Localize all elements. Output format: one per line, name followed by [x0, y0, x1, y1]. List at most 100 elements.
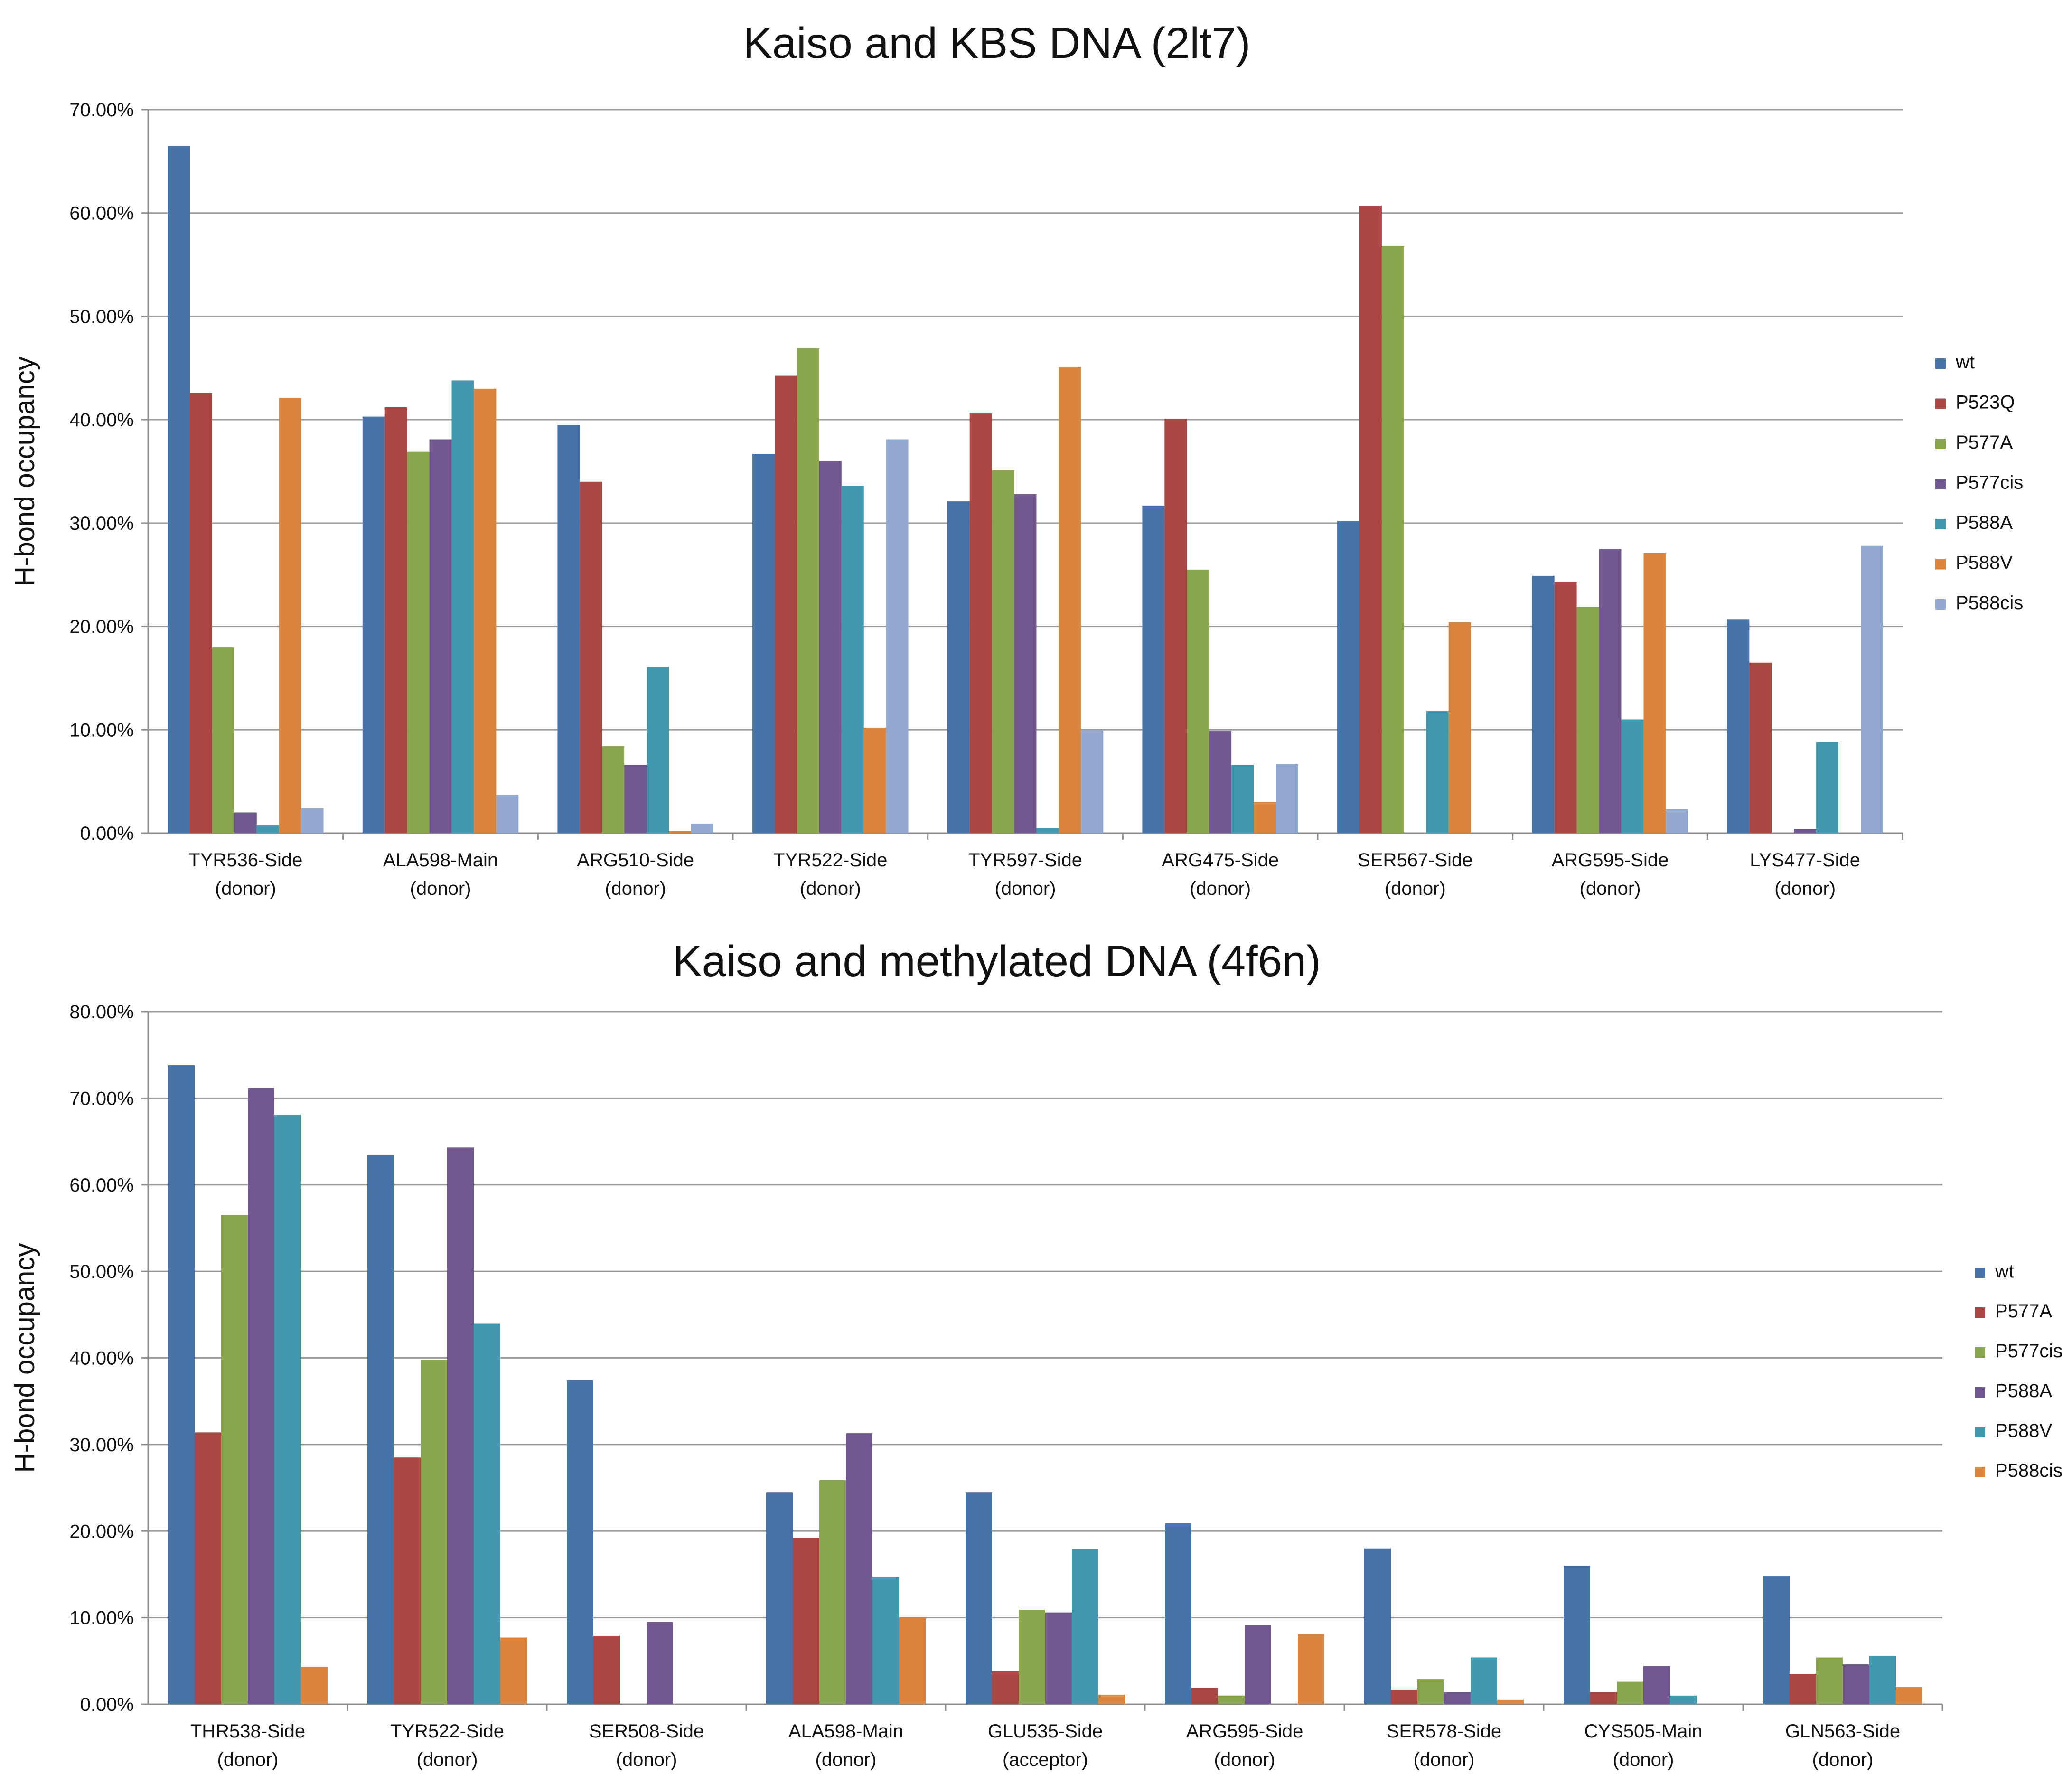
x-tick-label: TYR536-Side	[188, 850, 302, 871]
bar-P588cis-tyr597-side	[1081, 730, 1104, 833]
y-tick-label: 30.00%	[69, 1435, 134, 1455]
bar-P577cis-glu535-side	[1019, 1610, 1045, 1704]
y-tick-label: 40.00%	[69, 410, 134, 431]
bar-P588cis-tyr522-side	[500, 1637, 527, 1704]
legend-label: P588cis	[1995, 1460, 2063, 1481]
legend-label: P577cis	[1956, 472, 2023, 493]
y-tick-label: 70.00%	[69, 1088, 134, 1109]
legend: wt P523Q P577A P577cis P588A P588V P588cis	[1935, 352, 2023, 613]
x-tick-sublabel: (donor)	[417, 1749, 478, 1770]
bar-P588V-tyr597-side	[1059, 367, 1081, 833]
bar-P577cis-arg595-side	[1218, 1695, 1245, 1704]
legend-label: wt	[1995, 1261, 2014, 1282]
legend-swatch-P588A	[1975, 1387, 1985, 1398]
x-tick-label: ARG475-Side	[1162, 850, 1279, 871]
bar-P577cis-cys505-main	[1617, 1681, 1643, 1704]
y-tick-label: 0.00%	[80, 823, 134, 844]
bar-P523Q-arg510-side	[580, 481, 602, 833]
bar-P588V-ala598-main	[474, 388, 497, 833]
chart-1: Kaiso and KBS DNA (2lt7) 0.00% 10.00% 20.00…	[9, 19, 2023, 899]
bar-P588A-lys477-side	[1816, 742, 1839, 833]
bar-P588A-arg475-side	[1231, 765, 1254, 833]
bar-P588A-ser578-side	[1444, 1692, 1471, 1704]
legend-label: P588V	[1956, 553, 2013, 573]
bar-P577cis-gln563-side	[1816, 1657, 1843, 1704]
x-tick-label: SER508-Side	[589, 1721, 704, 1742]
bar-P577A-gln563-side	[1790, 1674, 1816, 1704]
bar-P577A-ser567-side	[1381, 246, 1404, 834]
bar-wt-glu535-side	[966, 1492, 992, 1704]
bar-wt-arg475-side	[1142, 505, 1165, 833]
bar-P577cis-arg510-side	[624, 765, 647, 833]
bar-P577A-cys505-main	[1590, 1692, 1617, 1704]
bar-P577A-tyr536-side	[212, 647, 234, 833]
legend-label: P588A	[1956, 512, 2013, 533]
x-tick-sublabel: (donor)	[1613, 1749, 1674, 1770]
bar-P588V-ser578-side	[1471, 1657, 1497, 1704]
bar-P588cis-arg475-side	[1276, 764, 1298, 833]
bar-wt-gln563-side	[1763, 1576, 1790, 1704]
legend-label: P588V	[1995, 1420, 2052, 1441]
bar-P588cis-ala598-main	[496, 795, 519, 833]
bar-wt-ala598-main	[766, 1492, 793, 1704]
bar-P577cis-ala598-main	[429, 439, 452, 833]
bar-P588V-cys505-main	[1670, 1695, 1697, 1704]
bar-wt-cys505-main	[1564, 1566, 1590, 1704]
bar-P577A-glu535-side	[992, 1671, 1019, 1704]
bar-P588V-ala598-main	[872, 1577, 899, 1704]
bar-P577A-tyr597-side	[992, 470, 1014, 833]
bar-P588cis-tyr536-side	[301, 808, 324, 833]
legend-swatch-P577A	[1975, 1307, 1985, 1318]
legend-swatch-P588V	[1935, 559, 1946, 570]
bar-P588V-arg475-side	[1254, 802, 1276, 833]
legend-label: P577A	[1956, 432, 2013, 453]
x-tick-sublabel: (donor)	[995, 878, 1056, 899]
bar-P577A-ala598-main	[407, 451, 430, 833]
bar-P588A-arg595-side	[1245, 1625, 1271, 1704]
legend-swatch-wt	[1975, 1268, 1985, 1278]
chart-title: Kaiso and KBS DNA (2lt7)	[743, 19, 1251, 67]
bar-wt-ser578-side	[1364, 1548, 1391, 1704]
y-tick-label: 30.00%	[69, 513, 134, 534]
bar-P577A-tyr522-side	[797, 348, 819, 833]
bar-P588cis-glu535-side	[1098, 1694, 1125, 1704]
legend-label: P588A	[1995, 1380, 2052, 1401]
bar-P577A-ser578-side	[1391, 1689, 1417, 1704]
bar-P588cis-gln563-side	[1896, 1687, 1922, 1704]
bar-P577cis-arg595-side	[1599, 549, 1622, 833]
bar-P523Q-tyr522-side	[775, 375, 797, 833]
bar-P588cis-thr538-side	[301, 1667, 328, 1704]
bar-P588V-arg510-side	[669, 831, 691, 833]
x-tick-sublabel: (donor)	[217, 1749, 279, 1770]
x-tick-sublabel: (donor)	[1414, 1749, 1475, 1770]
legend-swatch-wt	[1935, 358, 1946, 369]
bar-wt-tyr522-side	[367, 1154, 394, 1704]
x-tick-sublabel: (donor)	[1812, 1749, 1874, 1770]
bar-P588cis-tyr522-side	[886, 439, 909, 833]
x-tick-sublabel: (donor)	[816, 1749, 877, 1770]
bar-P577cis-tyr522-side	[819, 461, 842, 833]
bar-P523Q-tyr536-side	[190, 393, 212, 833]
bar-P577cis-tyr597-side	[1014, 494, 1037, 833]
x-tick-label: LYS477-Side	[1750, 850, 1860, 871]
bar-P577cis-lys477-side	[1794, 829, 1817, 833]
bar-P588V-tyr522-side	[474, 1323, 500, 1704]
bar-P588A-tyr522-side	[447, 1147, 474, 1704]
bar-P588A-cys505-main	[1643, 1666, 1670, 1704]
x-tick-label: ALA598-Main	[383, 850, 498, 871]
legend-label: P523Q	[1956, 392, 2015, 413]
y-axis-label: H-bond occupancy	[9, 1243, 40, 1473]
bar-wt-tyr597-side	[947, 501, 970, 833]
bar-P588V-glu535-side	[1072, 1549, 1098, 1704]
bar-wt-ser567-side	[1337, 521, 1359, 833]
y-tick-label: 50.00%	[69, 1261, 134, 1282]
bar-P577A-ser508-side	[593, 1635, 620, 1704]
bar-P523Q-arg595-side	[1554, 582, 1577, 833]
bar-P588A-ser508-side	[647, 1622, 673, 1704]
bar-P588V-arg595-side	[1643, 553, 1666, 833]
legend-label: P577cis	[1995, 1341, 2063, 1361]
legend-label: P588cis	[1956, 592, 2023, 613]
bar-P588A-ala598-main	[451, 380, 474, 833]
bar-P588A-thr538-side	[248, 1088, 274, 1704]
